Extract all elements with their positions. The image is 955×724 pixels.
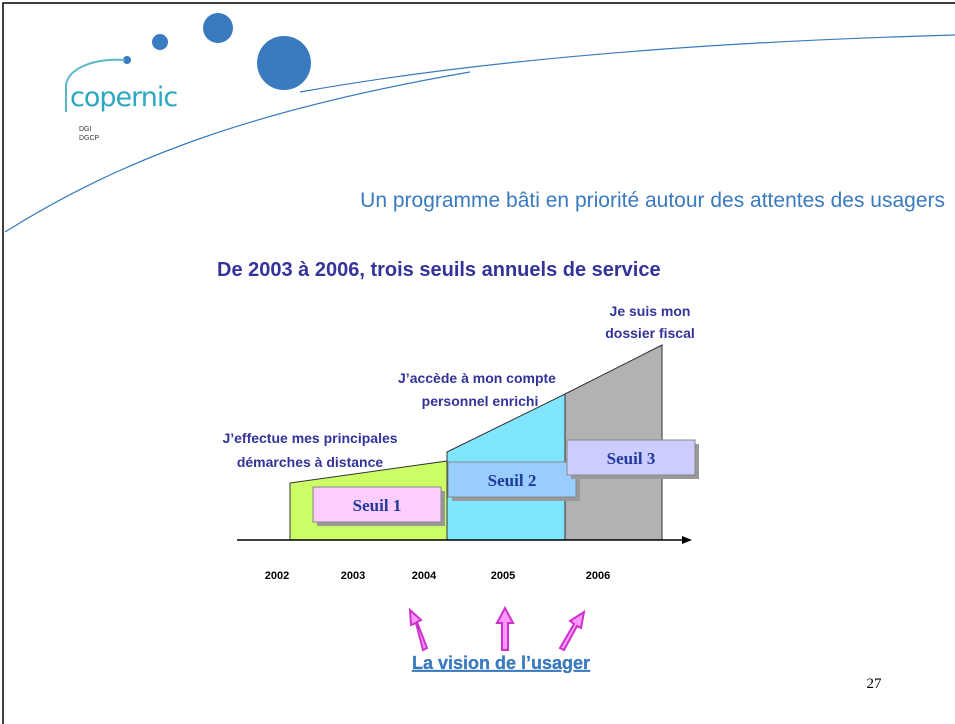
arrow [495, 605, 515, 651]
axis-arrow [682, 536, 692, 544]
dot [203, 13, 233, 43]
page-number: 27 [867, 676, 883, 692]
curve [4, 71, 471, 233]
seuil-box [447, 461, 577, 498]
dot [123, 56, 131, 64]
subtitle: Un programme bâti en priorité autour des… [360, 189, 945, 212]
logo-sub: DGI [79, 126, 92, 133]
logo-sub: DGCP [79, 135, 100, 142]
title: De 2003 à 2006, trois seuils annuels de … [217, 259, 661, 281]
arrows [408, 605, 586, 652]
year-label: 2005 [491, 570, 515, 582]
seuil-label: Seuil 1 [353, 496, 402, 515]
seuil-box [312, 486, 442, 523]
curve [299, 34, 955, 93]
seuil-label: Seuil 2 [488, 471, 537, 490]
logo-text: copernic [70, 82, 177, 113]
year-label: 2002 [265, 570, 289, 582]
step-caption: J’effectue mes principales [222, 430, 397, 446]
step-caption: dossier fiscal [605, 325, 695, 341]
seuil-label: Seuil 3 [607, 449, 656, 468]
step-caption: personnel enrichi [422, 393, 539, 409]
step-caption: démarches à distance [237, 454, 384, 470]
step-caption: Je suis mon [610, 303, 691, 319]
footer-link[interactable]: La vision de l’usager [412, 653, 590, 673]
step-caption: J’accède à mon compte [398, 370, 556, 386]
year-label: 2006 [586, 570, 610, 582]
dot [257, 36, 311, 90]
year-label: 2003 [341, 570, 365, 582]
arrow [558, 609, 586, 652]
seuil-box [566, 439, 696, 476]
arrow [408, 607, 429, 652]
logo-bracket [65, 58, 126, 112]
year-label: 2004 [412, 570, 437, 582]
dot [152, 34, 168, 50]
